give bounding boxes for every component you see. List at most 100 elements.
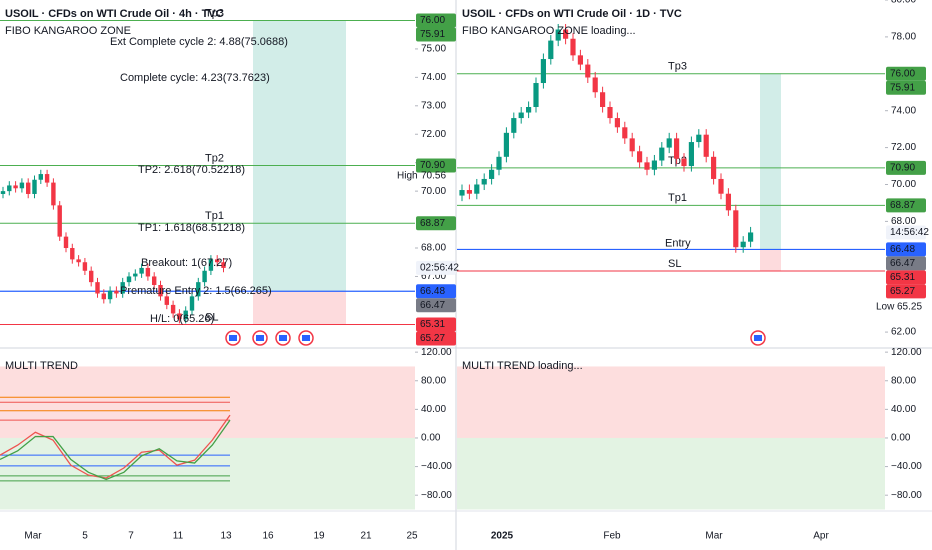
candle-body — [38, 174, 44, 180]
price-box — [416, 298, 456, 313]
time-label: 16 — [262, 531, 274, 542]
price-box — [416, 27, 456, 42]
candle-body — [145, 267, 151, 277]
candle-body — [139, 267, 144, 274]
event-flag — [256, 335, 264, 341]
price-box-label: 66.48 — [890, 244, 915, 255]
annotation: H/L: 0(65.26) — [150, 313, 214, 325]
price-box-label: 70.90 — [420, 160, 445, 171]
candle-body — [585, 64, 591, 78]
candle-body — [88, 270, 94, 283]
event-flag — [229, 335, 237, 341]
annotation: Premature Entry 2: 1.5(66.265) — [120, 285, 272, 297]
candle-body — [555, 29, 561, 41]
annotation: Ext Complete cycle 2: 4.88(75.0688) — [110, 36, 288, 48]
candle-body — [151, 276, 157, 285]
annotation: TP2: 2.618(70.52218) — [138, 164, 245, 176]
osc-tick-label: 40.00 — [891, 404, 916, 415]
price-tick-label: 80.00 — [891, 0, 916, 6]
candle-body — [503, 132, 509, 157]
candle-body — [496, 156, 502, 170]
candle-body — [44, 174, 50, 183]
price-box — [416, 331, 456, 346]
price-box-label: 68.87 — [420, 218, 445, 229]
candle-body — [164, 296, 170, 305]
price-tick-label: 62.00 — [891, 327, 916, 338]
candle-body — [114, 290, 119, 294]
candle-body — [25, 182, 31, 194]
time-label: 19 — [313, 531, 325, 542]
osc-tick-label: −80.00 — [421, 490, 452, 501]
candle-body — [666, 138, 672, 148]
candle-body — [703, 134, 709, 157]
candle-body — [0, 191, 6, 194]
candle-body — [600, 92, 606, 108]
candle-body — [183, 310, 188, 320]
candle-body — [82, 262, 88, 271]
price-box-label: 65.31 — [890, 272, 915, 283]
indicator-name: FIBO KANGAROO ZONE — [5, 25, 131, 37]
candle-body — [19, 182, 25, 189]
candle-body — [126, 276, 132, 283]
price-box-label: 76.00 — [890, 68, 915, 79]
candle-body — [107, 290, 113, 300]
candle-body — [489, 169, 495, 179]
price-tick-label: 73.00 — [421, 100, 446, 111]
price-box — [416, 216, 456, 231]
candle-body — [748, 232, 754, 242]
price-box-label: 75.91 — [420, 29, 445, 40]
price-tick-label: 74.00 — [891, 105, 916, 116]
price-box — [886, 242, 926, 257]
price-tick-label: 72.00 — [421, 129, 446, 140]
candle-body — [711, 156, 717, 179]
time-label: Apr — [813, 531, 829, 542]
price-box — [416, 158, 456, 173]
osc-zone — [457, 366, 885, 438]
candle-body — [614, 118, 620, 128]
candle-body — [518, 112, 524, 119]
price-box — [416, 317, 456, 332]
osc-tick-label: −40.00 — [421, 461, 452, 472]
indicator-name: FIBO KANGAROO ZONE loading... — [462, 25, 636, 37]
candle-body — [76, 259, 81, 263]
price-box — [416, 260, 456, 275]
candle-body — [120, 282, 125, 294]
candle-body — [13, 185, 18, 189]
osc-tick-label: −80.00 — [891, 490, 922, 501]
price-tick-label: 75.00 — [421, 44, 446, 55]
candle-body — [688, 142, 694, 167]
price-box — [886, 225, 926, 240]
level-label: Tp1 — [668, 192, 687, 204]
time-label: 25 — [406, 531, 418, 542]
candle-body — [637, 151, 643, 163]
price-box-label: 76.00 — [420, 15, 445, 26]
price-box — [886, 270, 926, 285]
time-label: 7 — [128, 531, 134, 542]
price-box-label: 14:56:42 — [890, 227, 929, 238]
candle-body — [533, 83, 539, 108]
candle-body — [95, 282, 100, 294]
candle-body — [221, 262, 226, 268]
candle-body — [7, 185, 12, 192]
entry-label: Entry — [665, 237, 691, 249]
candle-body — [733, 210, 739, 248]
candle-body — [466, 190, 472, 194]
price-box-label: 70.90 — [890, 163, 915, 174]
osc-tick-label: 80.00 — [421, 375, 446, 386]
candle-body — [63, 236, 69, 249]
extreme-value: 70.56 — [421, 171, 446, 182]
candle-body — [651, 160, 657, 170]
price-box — [886, 80, 926, 95]
price-box — [886, 160, 926, 175]
candle-body — [607, 107, 613, 119]
candle-body — [177, 313, 182, 320]
price-box-label: 75.91 — [890, 82, 915, 93]
osc-tick-label: 80.00 — [891, 375, 916, 386]
candle-body — [196, 282, 201, 297]
level-label: Tp1 — [205, 210, 224, 222]
candle-body — [540, 59, 546, 84]
price-box-label: 65.27 — [420, 333, 445, 344]
candle-body — [158, 284, 163, 297]
time-label: Mar — [705, 531, 723, 542]
